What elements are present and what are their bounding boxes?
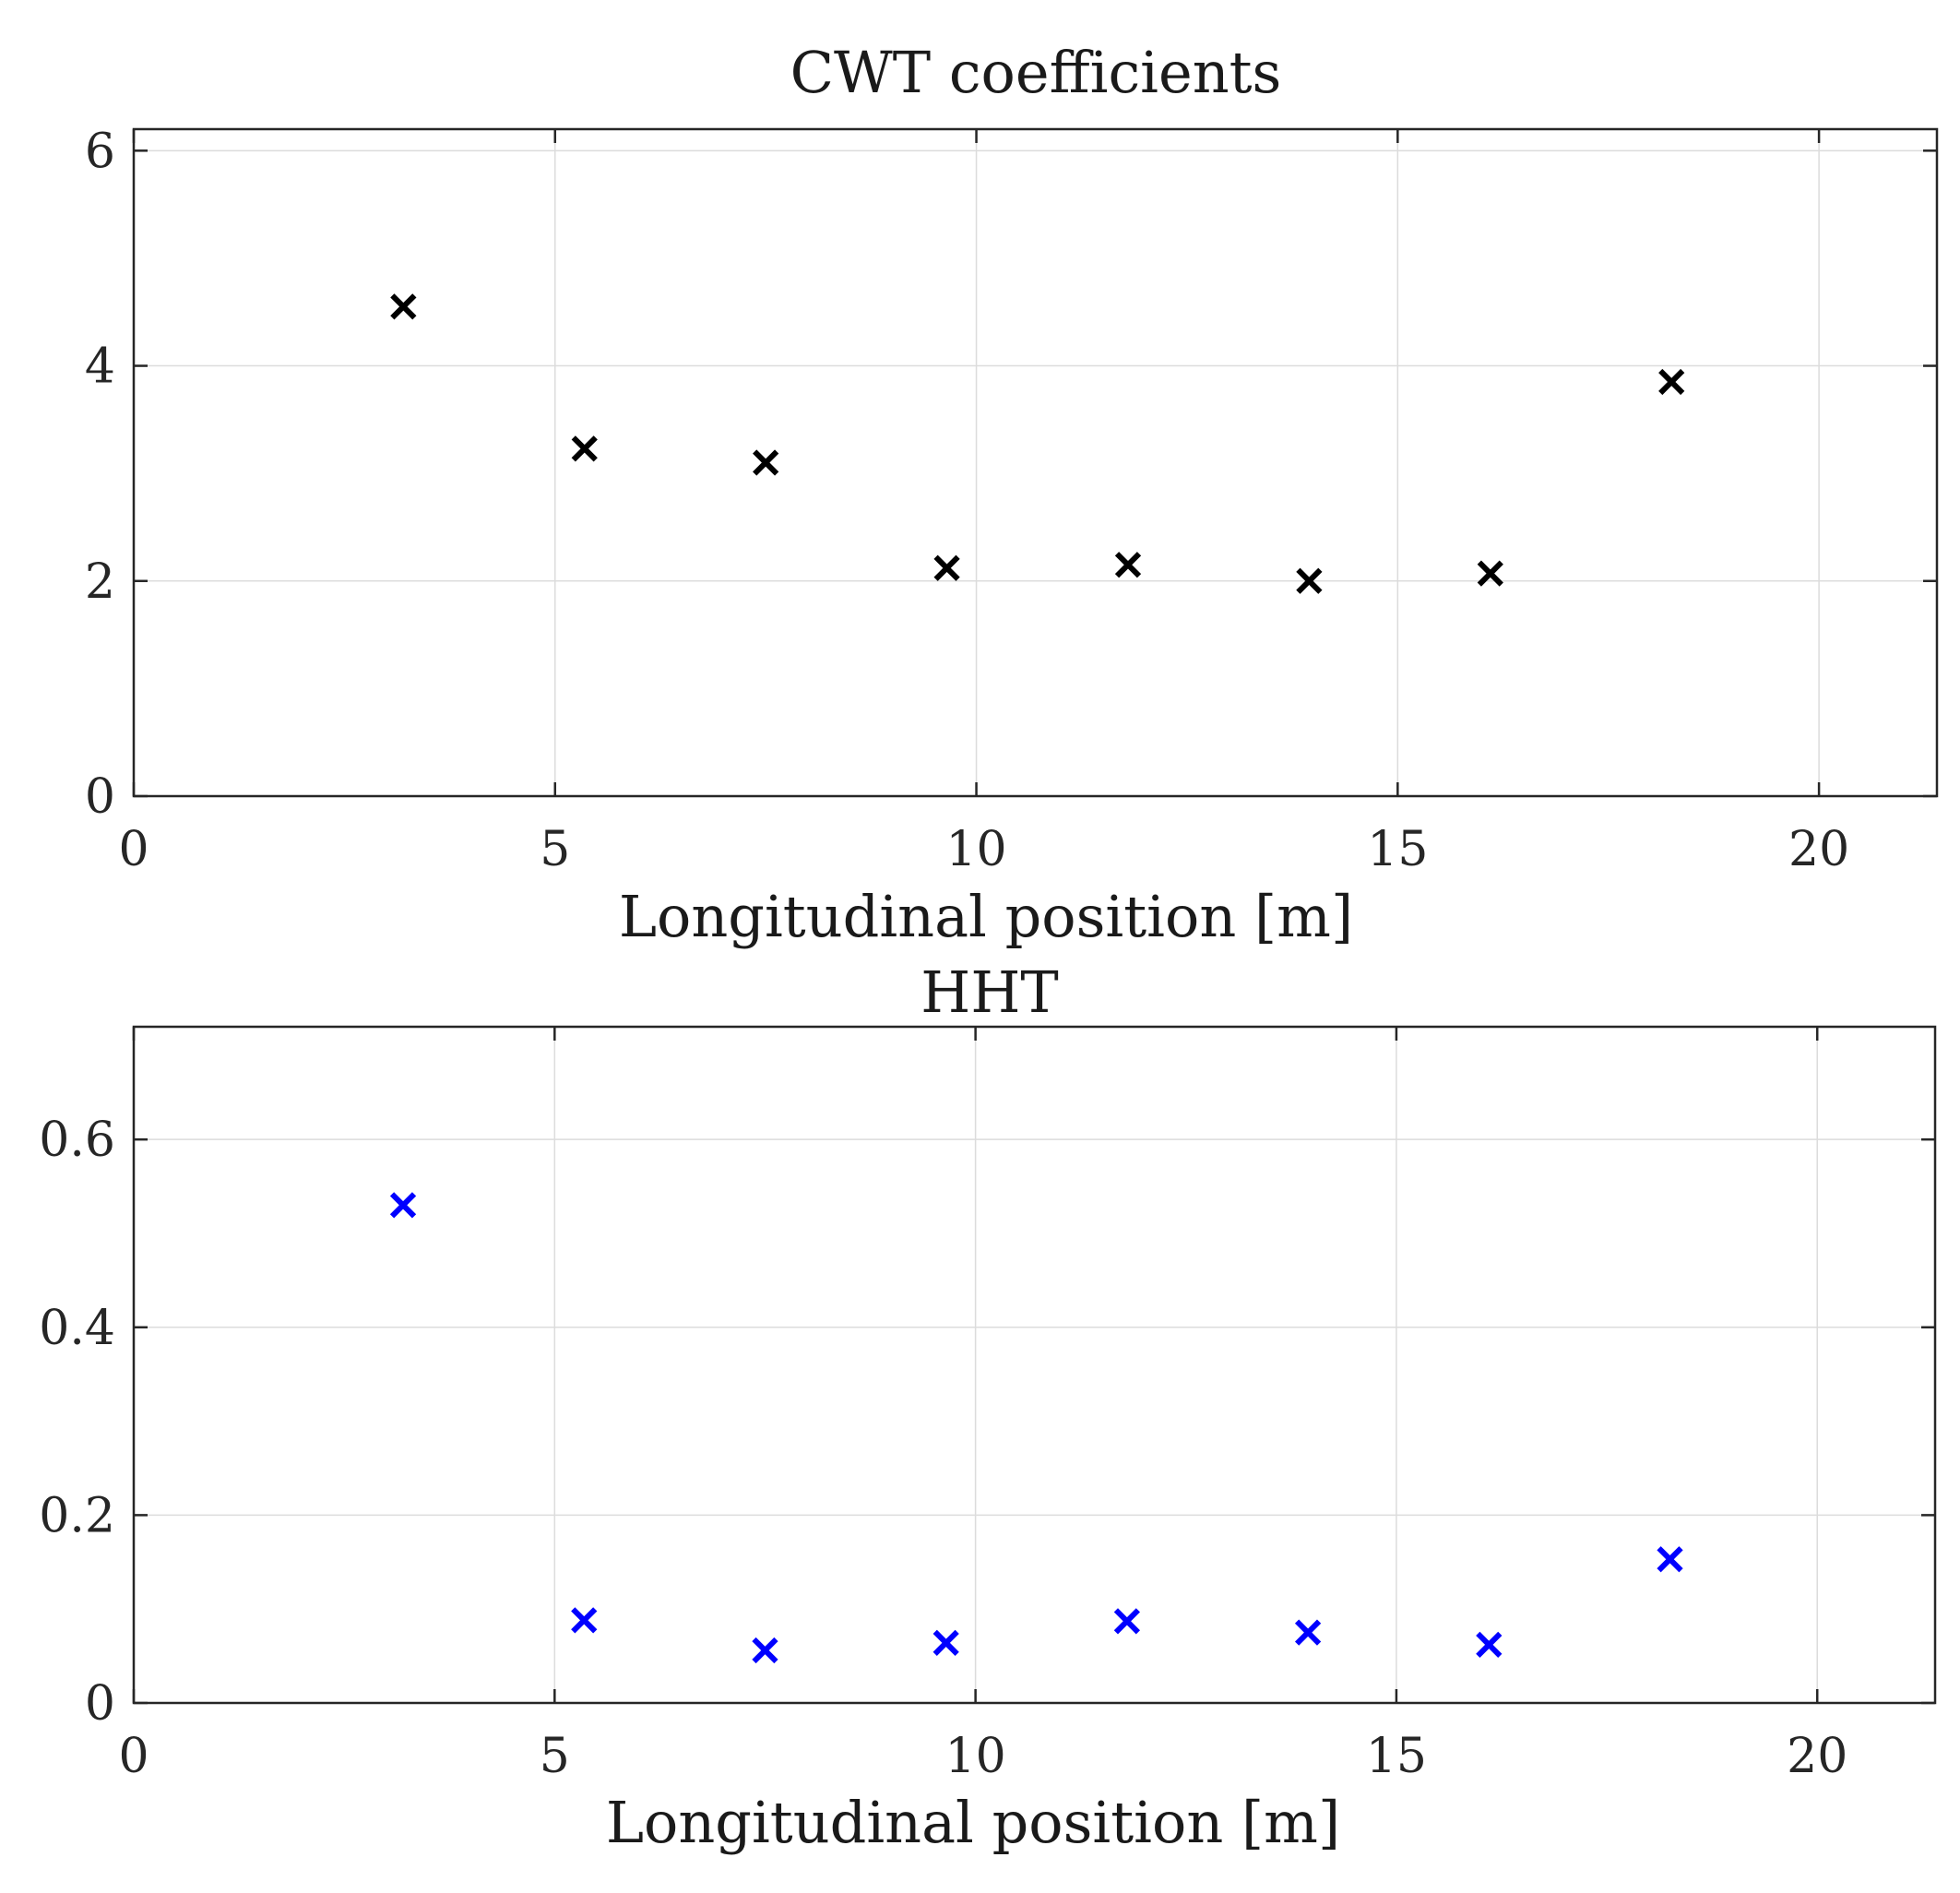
cwt-y-tick-labels: 0 2 4 6 bbox=[85, 124, 115, 825]
cwt-chart-panel: CWT coefficients 0 5 10 15 20 0 2 4 6 Longitudi… bbox=[85, 39, 1939, 950]
cwt-axes-box bbox=[132, 127, 1939, 798]
hht-chart-title: HHT bbox=[921, 958, 1059, 1026]
hht-grid bbox=[134, 1027, 1935, 1703]
hht-x-tick-label: 0 bbox=[118, 1729, 148, 1784]
cwt-data-point bbox=[1114, 552, 1142, 578]
cwt-tick-marks bbox=[132, 129, 1937, 798]
cwt-data-point bbox=[1296, 567, 1323, 594]
cwt-chart-title: CWT coefficients bbox=[790, 39, 1282, 106]
cwt-x-tick-label: 20 bbox=[1788, 822, 1849, 877]
hht-y-tick-label: 0.6 bbox=[39, 1113, 115, 1168]
cwt-y-tick-label: 6 bbox=[85, 124, 115, 179]
hht-data-point bbox=[1657, 1546, 1683, 1573]
cwt-x-tick-label: 5 bbox=[540, 822, 570, 877]
hht-axes-box bbox=[132, 1025, 1937, 1705]
hht-x-tick-label: 10 bbox=[945, 1729, 1006, 1784]
cwt-x-tick-labels: 0 5 10 15 20 bbox=[118, 822, 1849, 877]
hht-chart-panel: HHT 0 5 10 15 20 0 0.2 0.4 0.6 Longitudinal pos… bbox=[39, 958, 1937, 1856]
cwt-data-point bbox=[390, 293, 417, 320]
cwt-data-points bbox=[390, 293, 1685, 594]
hht-x-tick-label: 15 bbox=[1366, 1729, 1427, 1784]
cwt-data-point bbox=[933, 554, 960, 581]
hht-data-point bbox=[752, 1637, 778, 1664]
cwt-data-point bbox=[1658, 368, 1685, 396]
hht-y-tick-labels: 0 0.2 0.4 0.6 bbox=[39, 1113, 115, 1732]
cwt-y-tick-label: 2 bbox=[85, 554, 115, 610]
hht-data-point bbox=[571, 1607, 598, 1634]
hht-y-tick-label: 0.2 bbox=[39, 1488, 115, 1543]
cwt-y-tick-label: 0 bbox=[85, 769, 115, 825]
cwt-y-tick-label: 4 bbox=[85, 339, 115, 395]
cwt-data-point bbox=[571, 435, 598, 462]
cwt-x-tick-label: 10 bbox=[945, 822, 1006, 877]
hht-data-point bbox=[1476, 1631, 1503, 1659]
hht-x-tick-label: 20 bbox=[1787, 1729, 1847, 1784]
hht-x-tick-labels: 0 5 10 15 20 bbox=[118, 1729, 1847, 1784]
hht-data-point bbox=[389, 1192, 417, 1219]
cwt-x-axis-label: Longitudinal position [m] bbox=[619, 883, 1353, 950]
hht-data-point bbox=[932, 1629, 959, 1656]
hht-data-point bbox=[1294, 1619, 1322, 1646]
cwt-x-tick-label: 0 bbox=[118, 822, 148, 877]
hht-data-points bbox=[389, 1192, 1683, 1664]
hht-x-tick-label: 5 bbox=[540, 1729, 570, 1784]
cwt-data-point bbox=[753, 449, 779, 476]
hht-x-axis-label: Longitudinal position [m] bbox=[606, 1789, 1340, 1856]
hht-tick-marks bbox=[132, 1027, 1935, 1705]
cwt-data-point bbox=[1477, 560, 1503, 587]
cwt-x-tick-label: 15 bbox=[1367, 822, 1428, 877]
hht-data-point bbox=[1113, 1608, 1141, 1635]
cwt-grid bbox=[134, 129, 1937, 796]
hht-y-tick-label: 0 bbox=[85, 1676, 115, 1732]
hht-y-tick-label: 0.4 bbox=[39, 1301, 115, 1356]
